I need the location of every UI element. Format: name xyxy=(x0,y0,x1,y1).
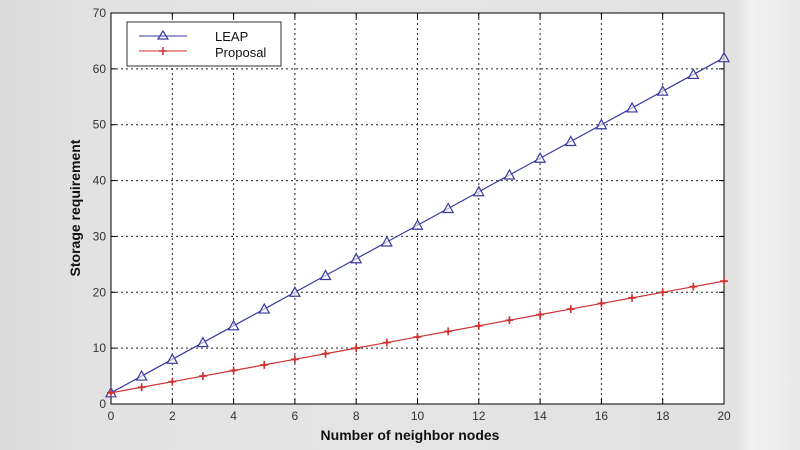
triangle-marker-icon xyxy=(411,219,424,230)
y-tick-label: 40 xyxy=(93,174,107,188)
y-tick-label: 60 xyxy=(93,62,107,76)
data-series xyxy=(104,51,731,398)
y-tick-label: 70 xyxy=(93,6,107,20)
x-tick-label: 10 xyxy=(411,409,425,423)
triangle-marker-icon xyxy=(626,101,639,113)
triangle-marker-icon xyxy=(156,29,170,40)
legend-label-leap: LEAP xyxy=(215,29,248,44)
triangle-marker-icon xyxy=(534,151,547,163)
y-tick-label: 20 xyxy=(93,285,107,299)
triangle-marker-icon xyxy=(196,336,209,348)
plus-marker-icon xyxy=(566,305,575,314)
triangle-marker-icon xyxy=(472,185,485,197)
triangle-marker-icon xyxy=(319,269,332,281)
plus-marker-icon xyxy=(505,316,514,325)
triangle-marker-icon xyxy=(166,353,179,364)
x-tick-label: 12 xyxy=(472,409,486,423)
plus-marker-icon xyxy=(474,321,483,330)
triangle-marker-icon xyxy=(350,252,363,264)
x-tick-label: 8 xyxy=(353,409,360,423)
plus-marker-icon xyxy=(321,349,330,358)
y-tick-label: 0 xyxy=(99,397,106,411)
grid-lines xyxy=(111,13,724,404)
plus-marker-icon xyxy=(260,360,269,369)
plus-marker-icon xyxy=(198,372,207,381)
triangle-marker-icon xyxy=(503,168,516,180)
legend-box xyxy=(126,21,282,67)
triangle-marker-icon xyxy=(442,202,455,214)
plus-marker-icon xyxy=(352,344,361,353)
x-tick-label: 0 xyxy=(108,409,115,423)
x-tick-label: 4 xyxy=(230,409,237,423)
plus-marker-icon xyxy=(658,288,667,297)
plus-marker-icon xyxy=(229,366,238,375)
plus-marker-icon xyxy=(137,383,146,392)
plus-marker-icon xyxy=(720,277,728,286)
plus-marker-icon xyxy=(107,388,115,397)
y-tick-label: 10 xyxy=(93,341,107,355)
triangle-marker-icon xyxy=(656,84,669,96)
x-tick-label: 14 xyxy=(533,409,547,423)
plus-marker-icon xyxy=(290,355,299,364)
plus-marker-icon xyxy=(159,47,167,55)
triangle-marker-icon xyxy=(258,302,271,314)
axis-ticks: 0 2 4 6 8 10 12 14 16 18 20 0 10 20 30 40 50 60 70 xyxy=(93,6,731,423)
y-tick-label: 30 xyxy=(93,229,107,243)
triangle-marker-icon xyxy=(595,118,608,130)
plus-marker-icon xyxy=(536,310,545,319)
triangle-marker-icon xyxy=(687,68,700,80)
plus-marker-icon xyxy=(413,332,422,341)
x-axis-title: Number of neighbor nodes xyxy=(321,427,500,443)
triangle-marker-icon xyxy=(227,319,240,331)
triangle-marker-icon xyxy=(135,369,148,381)
x-tick-label: 2 xyxy=(169,409,176,423)
plus-marker-icon xyxy=(444,327,453,336)
plus-marker-icon xyxy=(628,293,637,302)
plus-marker-icon xyxy=(689,282,698,291)
y-tick-label: 50 xyxy=(93,118,107,132)
triangle-marker-icon xyxy=(717,51,731,63)
x-tick-label: 16 xyxy=(595,409,609,423)
x-tick-label: 20 xyxy=(717,409,731,423)
plus-marker-icon xyxy=(597,299,606,308)
triangle-marker-icon xyxy=(288,286,301,297)
triangle-marker-icon xyxy=(380,235,393,247)
triangle-marker-icon xyxy=(564,135,577,147)
x-tick-label: 18 xyxy=(656,409,670,423)
x-tick-label: 6 xyxy=(292,409,299,423)
legend: LEAP Proposal xyxy=(126,21,282,67)
plus-marker-icon xyxy=(168,377,177,386)
legend-label-proposal: Proposal xyxy=(215,45,266,60)
y-axis-title: Storage requirement xyxy=(67,139,83,276)
plus-marker-icon xyxy=(382,338,391,347)
